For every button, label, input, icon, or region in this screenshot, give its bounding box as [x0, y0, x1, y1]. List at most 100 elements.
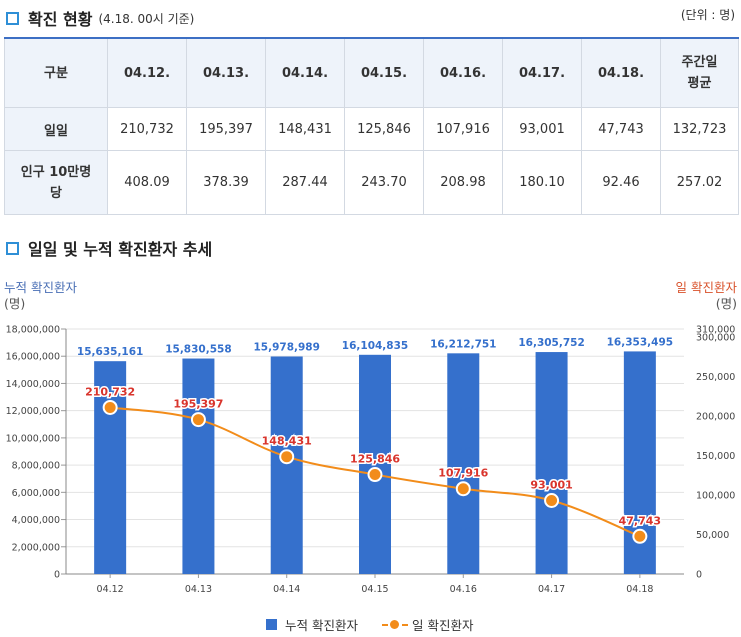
- table-header-row: 구분 04.12. 04.13. 04.14. 04.15. 04.16. 04…: [4, 37, 739, 108]
- bar-data-label: 16,212,751: [430, 338, 496, 350]
- table-cell: 93,001: [502, 107, 582, 151]
- section-title: 일일 및 누적 확진환자 추세: [28, 240, 213, 259]
- x-axis-tick-label: 04.17: [538, 584, 565, 595]
- line-point: [544, 492, 560, 508]
- table-header-cell: 04.18.: [581, 37, 661, 108]
- right-axis-tick-label: 310,000: [696, 325, 735, 336]
- table-cell: 107,916: [423, 107, 503, 151]
- right-axis-tick-label: 250,000: [696, 372, 735, 383]
- bar-cumulative: [94, 361, 127, 574]
- unit-label: (단위 : 명): [680, 8, 735, 22]
- table-cell: 92.46: [581, 150, 661, 215]
- table-cell: 287.44: [265, 150, 345, 215]
- table-header-cell: 04.17.: [502, 37, 582, 108]
- table-header-cell: 04.16.: [423, 37, 503, 108]
- section-header-status: 확진 현황 (4.18. 00시 기준): [6, 6, 194, 30]
- line-data-label: 148,431: [262, 435, 312, 448]
- legend-line-swatch: [381, 619, 408, 630]
- x-axis-tick-label: 04.15: [361, 584, 388, 595]
- left-axis-tick-label: 2,000,000: [12, 542, 60, 553]
- x-axis-tick-label: 04.18: [626, 584, 653, 595]
- legend-label-daily: 일 확진환자: [411, 618, 474, 633]
- left-axis-tick-label: 4,000,000: [12, 515, 60, 526]
- table-row: 인구 10만명 당 408.09 378.39 287.44 243.70 20…: [4, 150, 739, 215]
- left-axis-tick-label: 0: [54, 570, 60, 581]
- trend-chart: 누적 확진환자(명)일 확진환자(명)02,000,0004,000,0006,…: [4, 280, 738, 595]
- section-title: 확진 현황: [28, 10, 93, 29]
- x-axis-tick-label: 04.13: [185, 584, 212, 595]
- right-axis-tick-label: 200,000: [696, 411, 735, 422]
- line-point: [455, 481, 471, 497]
- table-header-cell: 04.14.: [265, 37, 345, 108]
- left-axis-tick-label: 16,000,000: [6, 352, 60, 363]
- bar-cumulative: [535, 352, 568, 574]
- left-axis-title: 누적 확진환자: [4, 280, 77, 295]
- table-header-cell: 04.13.: [186, 37, 266, 108]
- legend-label-cumulative: 누적 확진환자: [285, 618, 358, 633]
- left-axis-tick-label: 8,000,000: [12, 461, 60, 472]
- line-data-label: 93,001: [530, 478, 572, 491]
- bar-data-label: 16,353,495: [607, 336, 673, 348]
- section-subtitle: (4.18. 00시 기준): [98, 11, 195, 26]
- bar-data-label: 15,978,989: [253, 342, 319, 354]
- bar-data-label: 15,830,558: [165, 344, 231, 356]
- bar-data-label: 16,104,835: [342, 340, 408, 352]
- row-label: 인구 10만명 당: [4, 150, 108, 215]
- bar-data-label: 15,635,161: [77, 346, 143, 358]
- x-axis-tick-label: 04.12: [97, 584, 124, 595]
- line-point: [367, 467, 383, 483]
- cases-table: 구분 04.12. 04.13. 04.14. 04.15. 04.16. 04…: [4, 37, 739, 215]
- bar-data-label: 16,305,752: [518, 337, 584, 349]
- right-axis-unit: (명): [716, 296, 737, 311]
- x-axis-tick-label: 04.14: [273, 584, 300, 595]
- table-cell: 125,846: [344, 107, 424, 151]
- line-data-label: 107,916: [438, 467, 488, 480]
- table-header-cell: 04.12.: [107, 37, 187, 108]
- bar-cumulative: [182, 358, 215, 574]
- line-data-label: 195,397: [173, 398, 223, 411]
- left-axis-tick-label: 10,000,000: [6, 433, 60, 444]
- table-cell: 148,431: [265, 107, 345, 151]
- left-axis-tick-label: 14,000,000: [6, 379, 60, 390]
- right-axis-tick-label: 50,000: [696, 530, 729, 541]
- line-data-label: 210,732: [85, 385, 135, 398]
- line-data-label: 47,743: [619, 514, 661, 527]
- table-cell: 47,743: [581, 107, 661, 151]
- right-axis-tick-label: 100,000: [696, 490, 735, 501]
- table-cell: 210,732: [107, 107, 187, 151]
- line-point: [190, 412, 206, 428]
- right-axis-tick-label: 300,000: [696, 332, 735, 343]
- bar-cumulative: [270, 356, 303, 574]
- table-cell: 180.10: [502, 150, 582, 215]
- legend-bar-swatch: [266, 619, 277, 630]
- right-axis-title: 일 확진환자: [676, 280, 738, 295]
- line-point: [279, 449, 295, 465]
- square-bullet-icon: [6, 241, 19, 255]
- table-header-cell: 04.15.: [344, 37, 424, 108]
- square-bullet-icon: [6, 11, 19, 25]
- x-axis-tick-label: 04.16: [450, 584, 477, 595]
- table-row: 일일 210,732 195,397 148,431 125,846 107,9…: [4, 107, 739, 151]
- table-header-cell: 주간일 평균: [660, 37, 739, 108]
- bar-cumulative: [359, 354, 391, 574]
- table-cell: 243.70: [344, 150, 424, 215]
- line-point: [102, 399, 118, 415]
- table-cell: 408.09: [107, 150, 187, 215]
- right-axis-tick-label: 150,000: [696, 451, 735, 462]
- row-label: 일일: [4, 107, 108, 151]
- table-cell: 257.02: [660, 150, 739, 215]
- table-cell: 195,397: [186, 107, 266, 151]
- left-axis-tick-label: 12,000,000: [6, 406, 60, 417]
- table-cell: 378.39: [186, 150, 266, 215]
- table-header-cell: 구분: [4, 37, 108, 108]
- table-cell: 132,723: [660, 107, 739, 151]
- left-axis-unit: (명): [4, 296, 25, 311]
- chart-legend: 누적 확진환자 일 확진환자: [266, 615, 473, 634]
- left-axis-tick-label: 18,000,000: [6, 325, 60, 336]
- right-axis-tick-label: 0: [696, 570, 702, 581]
- table-cell: 208.98: [423, 150, 503, 215]
- line-point: [632, 528, 648, 544]
- left-axis-tick-label: 6,000,000: [12, 488, 60, 499]
- section-header-trend: 일일 및 누적 확진환자 추세: [6, 236, 212, 260]
- line-data-label: 125,846: [350, 453, 400, 466]
